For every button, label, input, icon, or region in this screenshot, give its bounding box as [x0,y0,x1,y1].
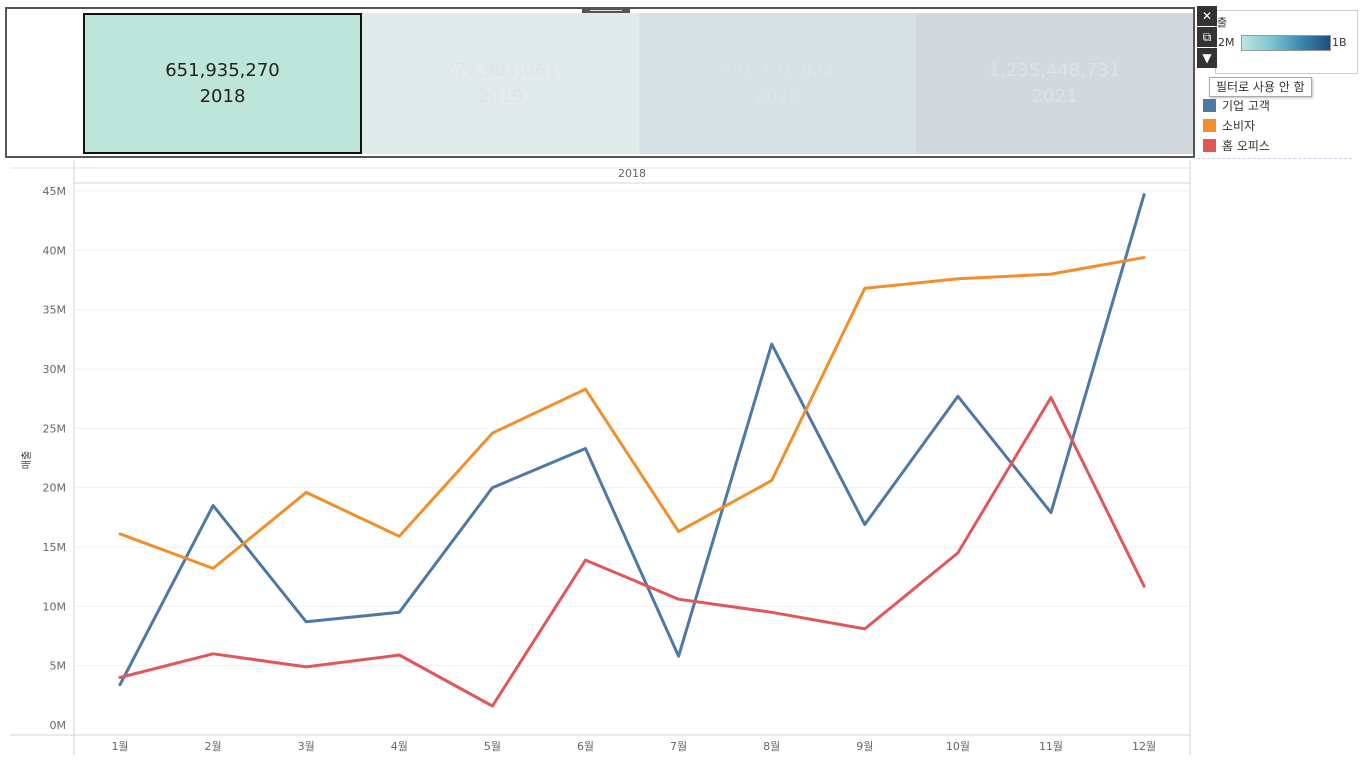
legend-swatch [1203,118,1216,132]
x-tick-label: 5월 [484,740,501,753]
series-line [118,396,1146,708]
y-tick-label: 30M [43,363,67,376]
popout-icon[interactable]: ⧉ [1197,27,1217,47]
series-line [118,256,1146,570]
y-tick-label: 40M [43,244,67,257]
year-cell-value: 991,771,824 [720,59,835,81]
legend-divider [1197,158,1352,159]
y-axis-title: 매출 [21,451,33,469]
legend-label: 소비자 [1222,118,1256,133]
legend-swatch [1203,98,1216,112]
year-cell-value: 1,235,448,731 [988,59,1121,81]
year-cell-label: 2019 [477,85,524,107]
year-cell-value: 651,935,270 [165,59,280,81]
x-tick-label: 1월 [111,740,128,753]
x-tick-label: 8월 [763,740,780,753]
legend-item-corporate[interactable]: 기업 고객 [1203,97,1270,113]
year-cell-2018[interactable]: 651,935,270 2018 [83,13,362,154]
x-tick-label: 3월 [298,740,315,753]
panel-header: 2018 [618,167,646,180]
x-tick-label: 6월 [577,740,594,753]
x-tick-label: 12월 [1132,740,1156,753]
y-tick-label: 15M [43,541,67,554]
year-cell-label: 2018 [199,85,246,107]
color-legend-title: 출 [1217,16,1228,29]
year-cell-2019[interactable]: 777,981,061 2019 [362,13,639,154]
year-cell-2020[interactable]: 991,771,824 2020 [639,13,916,154]
legend-item-consumer[interactable]: 소비자 [1203,117,1255,133]
x-tick-label: 4월 [391,740,408,753]
year-cell-label: 2021 [1031,85,1078,107]
legend-swatch [1203,138,1216,152]
x-tick-label: 10월 [946,740,970,753]
year-selector-panel: 651,935,270 2018 777,981,061 2019 991,77… [5,7,1195,158]
y-tick-label: 35M [43,304,67,317]
y-tick-label: 0M [50,719,67,732]
y-tick-label: 5M [50,660,67,673]
color-legend-min: 2M [1218,36,1235,49]
filter-tooltip: 필터로 사용 안 함 [1209,77,1312,97]
color-legend-max: 1B [1332,36,1347,49]
filter-icon[interactable]: ▼ [1197,48,1217,68]
x-tick-label: 9월 [856,740,873,753]
x-tick-label: 2월 [205,740,222,753]
legend-label: 기업 고객 [1222,98,1270,113]
x-tick-label: 7월 [670,740,687,753]
y-tick-label: 10M [43,600,67,613]
y-tick-label: 45M [43,185,67,198]
year-cell-label: 2020 [754,85,801,107]
y-tick-label: 25M [43,422,67,435]
close-icon[interactable]: ✕ [1197,6,1217,26]
color-legend: 출 2M 1B [1215,10,1358,74]
legend-label: 홈 오피스 [1222,138,1270,153]
color-ramp [1241,35,1331,51]
x-tick-label: 11월 [1039,740,1063,753]
year-cell-2021[interactable]: 1,235,448,731 2021 [916,13,1193,154]
series-line [118,193,1146,687]
y-tick-label: 20M [43,482,67,495]
legend-item-home-office[interactable]: 홈 오피스 [1203,137,1270,153]
sales-line-chart: 0M 5M 10M 15M 20M 25M 30M 35M 40M 45M 1월 2월 3월 4월 5월 6… [10,160,1191,755]
year-cell-value: 777,981,061 [443,59,558,81]
